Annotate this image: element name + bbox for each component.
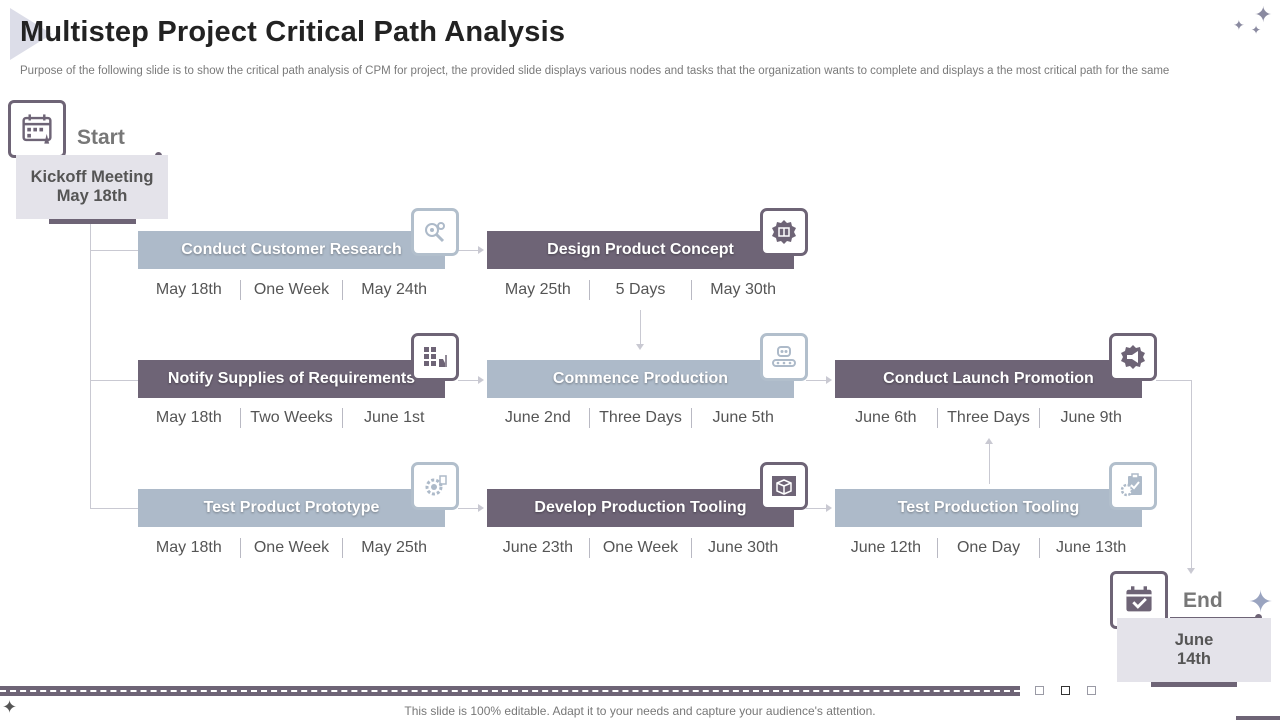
research-gears-icon	[411, 208, 459, 256]
arrow-icon	[478, 504, 484, 512]
connector-line	[458, 508, 482, 509]
task-dates: May 25th 5 Days May 30th	[487, 278, 794, 302]
connector-line	[458, 250, 482, 251]
task-end-date: May 30th	[710, 281, 777, 298]
arrow-icon	[1187, 568, 1195, 574]
connector-trunk	[90, 222, 91, 509]
task-start-date: May 18th	[155, 409, 222, 426]
conveyor-robot-icon	[760, 333, 808, 381]
task-end-date: May 24th	[361, 281, 428, 298]
arrow-icon	[636, 344, 644, 350]
megaphone-icon	[1109, 333, 1157, 381]
page-indicator[interactable]	[1035, 686, 1044, 695]
task-test-production-tooling: Test Production Tooling	[835, 489, 1142, 527]
task-test-product-prototype: Test Product Prototype	[138, 489, 445, 527]
task-dates: May 18th Two Weeks June 1st	[138, 406, 445, 430]
task-dates: June 2nd Three Days June 5th	[487, 406, 794, 430]
task-conduct-launch-promotion: Conduct Launch Promotion	[835, 360, 1142, 398]
connector-line	[1156, 380, 1191, 381]
task-duration: 5 Days	[615, 281, 666, 298]
task-end-date: June 13th	[1056, 539, 1127, 556]
page-title: Multistep Project Critical Path Analysis	[20, 16, 566, 48]
task-dates: May 18th One Week May 25th	[138, 536, 445, 560]
task-commence-production: Commence Production	[487, 360, 794, 398]
footer-corner-bar	[1236, 716, 1280, 720]
task-design-product-concept: Design Product Concept	[487, 231, 794, 269]
connector-line	[90, 250, 138, 251]
end-milestone-line2: 14th	[1177, 650, 1211, 668]
connector-line	[989, 444, 990, 484]
start-milestone-line1: Kickoff Meeting	[30, 168, 154, 186]
arrow-icon	[478, 376, 484, 384]
task-start-date: June 6th	[855, 409, 917, 426]
start-milestone-underbar	[49, 219, 136, 224]
task-develop-production-tooling: Develop Production Tooling	[487, 489, 794, 527]
page-indicator[interactable]	[1087, 686, 1096, 695]
sparkle-icon: ✦	[1254, 2, 1273, 27]
task-start-date: May 18th	[155, 539, 222, 556]
start-label: Start	[77, 126, 125, 149]
task-start-date: June 23th	[502, 539, 573, 556]
task-duration: One Week	[602, 539, 679, 556]
page-indicator-active[interactable]	[1061, 686, 1070, 695]
task-start-date: June 12th	[850, 539, 921, 556]
sparkle-icon: ✦	[2, 697, 18, 717]
connector-line	[640, 310, 641, 346]
connector-line	[90, 380, 138, 381]
footer-note: This slide is 100% editable. Adapt it to…	[404, 704, 876, 718]
task-end-date: June 1st	[363, 409, 425, 426]
task-duration: One Day	[956, 539, 1021, 556]
footer-dash	[0, 690, 1020, 692]
sparkle-icon: ✦	[1248, 586, 1274, 619]
connector-line	[1191, 380, 1192, 570]
clipboard-gear-icon	[1109, 462, 1157, 510]
arrow-icon	[985, 438, 993, 444]
sparkle-icon: ✦	[1233, 17, 1245, 33]
end-milestone-underbar	[1151, 682, 1237, 687]
task-duration: Three Days	[947, 409, 1030, 426]
end-label: End	[1183, 589, 1223, 612]
task-end-date: June 5th	[712, 409, 774, 426]
page-subtitle: Purpose of the following slide is to sho…	[20, 65, 1170, 77]
task-dates: May 18th One Week May 24th	[138, 278, 445, 302]
task-start-date: May 25th	[504, 281, 571, 298]
connector-line	[806, 508, 830, 509]
calendar-rocket-icon	[8, 100, 66, 158]
arrow-icon	[478, 246, 484, 254]
task-notify-supplies: Notify Supplies of Requirements	[138, 360, 445, 398]
test-gear-icon	[411, 462, 459, 510]
blueprint-cube-icon	[760, 462, 808, 510]
sparkle-icon: ✦	[1251, 23, 1262, 37]
task-end-date: June 30th	[708, 539, 779, 556]
task-end-date: May 25th	[361, 539, 428, 556]
start-milestone: Kickoff Meeting May 18th	[16, 155, 168, 219]
end-milestone: June 14th	[1117, 618, 1271, 682]
product-box-icon	[760, 208, 808, 256]
task-conduct-customer-research: Conduct Customer Research	[138, 231, 445, 269]
end-dot	[1255, 614, 1262, 621]
task-start-date: June 2nd	[504, 409, 571, 426]
task-dates: June 12th One Day June 13th	[835, 536, 1142, 560]
task-duration: Two Weeks	[250, 409, 333, 426]
corner-triangle-decoration	[10, 8, 52, 60]
connector-line	[90, 508, 138, 509]
task-dates: June 23th One Week June 30th	[487, 536, 794, 560]
warehouse-forklift-icon	[411, 333, 459, 381]
task-start-date: May 18th	[155, 281, 222, 298]
arrow-icon	[826, 504, 832, 512]
connector-line	[458, 380, 482, 381]
task-end-date: June 9th	[1060, 409, 1122, 426]
start-milestone-line2: May 18th	[56, 187, 128, 205]
task-duration: Three Days	[599, 409, 682, 426]
task-duration: One Week	[253, 281, 330, 298]
connector-line	[806, 380, 830, 381]
arrow-icon	[826, 376, 832, 384]
end-milestone-line1: June	[1174, 631, 1214, 649]
task-duration: One Week	[253, 539, 330, 556]
task-dates: June 6th Three Days June 9th	[835, 406, 1142, 430]
